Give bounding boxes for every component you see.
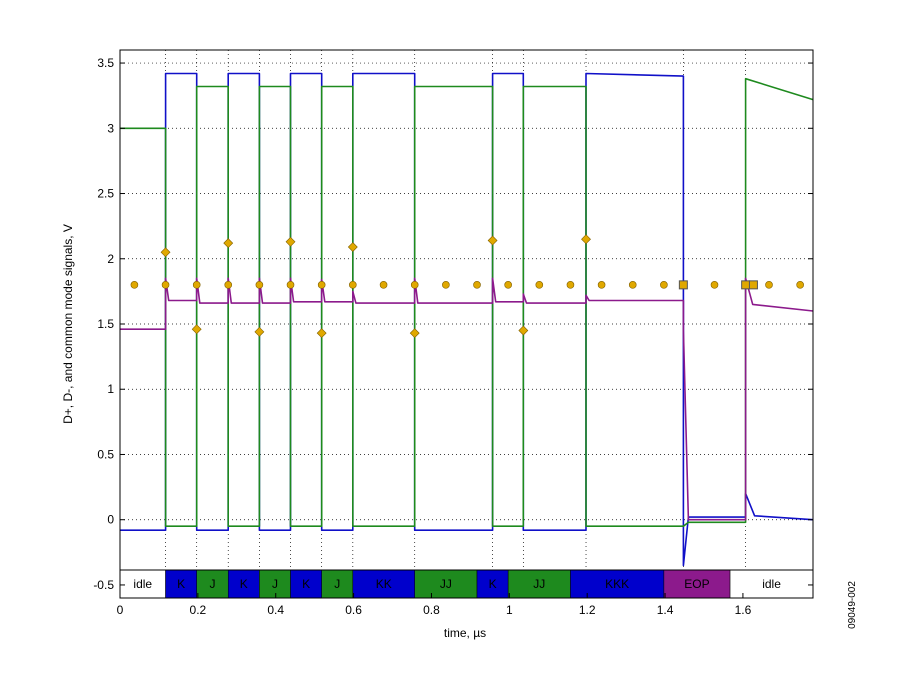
x-tick-label: 1.6 [735, 603, 752, 617]
d-plus-line [120, 72, 814, 567]
sample-dot [410, 281, 419, 289]
sample-dot [660, 281, 668, 289]
sample-dot [504, 281, 512, 289]
x-tick-label: 1.4 [657, 603, 674, 617]
d-minus-line [120, 77, 814, 528]
state-label: EOP [684, 577, 709, 591]
state-label: K [302, 577, 310, 591]
state-segment [414, 569, 478, 599]
x-tick-label: 1.2 [579, 603, 596, 617]
y-tick-label: 0 [107, 513, 114, 527]
state-segment [663, 569, 731, 599]
y-tick-label: 1.5 [97, 317, 114, 331]
state-label: J [334, 577, 340, 591]
sample-dot [473, 281, 481, 289]
sample-dot [379, 281, 388, 289]
state-label: idle [762, 577, 781, 591]
state-segment [290, 569, 322, 599]
state-label: idle [133, 577, 152, 591]
y-tick-label: -0.5 [93, 578, 114, 592]
sample-dot [535, 281, 544, 289]
sample-dot [192, 281, 201, 289]
x-tick-label: 0.6 [345, 603, 362, 617]
crossing-diamond [254, 326, 265, 337]
x-axis-label: time, µs [444, 626, 486, 640]
y-tick-label: 1 [107, 382, 114, 396]
state-segment [570, 569, 665, 599]
sample-square [741, 280, 751, 290]
crossing-diamond [409, 328, 420, 339]
crossing-diamond [581, 234, 591, 245]
axis-ticks: 0 0.2 0.4 0.6 0.8 1 1.2 1.4 1.6-0.500.511.522.53… [93, 56, 813, 617]
y-tick-label: 2 [107, 252, 114, 266]
y-tick-label: 3.5 [97, 56, 114, 70]
state-label: KKK [605, 577, 629, 591]
crossing-diamond [347, 242, 358, 252]
sample-dot [130, 281, 139, 289]
state-label: J [272, 577, 278, 591]
state-label: K [240, 577, 248, 591]
marker-group [130, 234, 804, 339]
x-tick-label: 0.2 [190, 603, 207, 617]
sample-dot [796, 281, 804, 289]
sample-dot [710, 281, 719, 289]
sample-dot [286, 281, 295, 289]
state-segment [227, 569, 260, 599]
sample-dot [349, 281, 357, 289]
sample-square [678, 280, 688, 290]
state-label: J [209, 577, 215, 591]
sample-dot [224, 281, 233, 289]
state-label: K [489, 577, 497, 591]
crossing-diamond [316, 328, 327, 339]
sample-dot [255, 281, 264, 289]
state-label: JJ [533, 577, 545, 591]
sample-dot [161, 281, 170, 289]
state-bar: idle K J K J K J KK JJ K JJ KKK EOP idle [119, 569, 814, 599]
state-label: KK [376, 577, 392, 591]
state-segment [259, 569, 291, 599]
y-tick-label: 0.5 [97, 447, 114, 461]
state-segment [321, 569, 354, 599]
crossing-diamond [285, 236, 296, 247]
x-tick-label: 0.4 [267, 603, 284, 617]
sample-dot [317, 281, 326, 289]
y-tick-label: 3 [107, 121, 114, 135]
y-axis-label: D+, D-, and common mode signals, V [61, 224, 75, 424]
state-label: JJ [440, 577, 452, 591]
crossing-diamond [223, 238, 234, 249]
x-tick-label: 1 [506, 603, 513, 617]
crossing-diamond [487, 235, 498, 246]
crossing-diamond [160, 247, 171, 258]
sample-dot [765, 281, 773, 289]
sample-dot [597, 281, 606, 289]
series-group [120, 72, 814, 567]
state-segment [476, 569, 509, 599]
state-segment [507, 569, 571, 599]
x-tick-label: 0.8 [423, 603, 440, 617]
sample-dot [442, 281, 450, 289]
sample-dot [628, 281, 637, 289]
crossing-diamond [191, 324, 202, 335]
common-mode-line [120, 277, 814, 521]
sample-dot [566, 281, 575, 289]
x-tick-label: 0 [117, 603, 124, 617]
crossing-diamond [518, 325, 529, 336]
state-label: K [177, 577, 185, 591]
figure-id: 09049-002 [847, 581, 858, 629]
y-tick-label: 2.5 [97, 187, 114, 201]
sample-square [748, 280, 758, 290]
